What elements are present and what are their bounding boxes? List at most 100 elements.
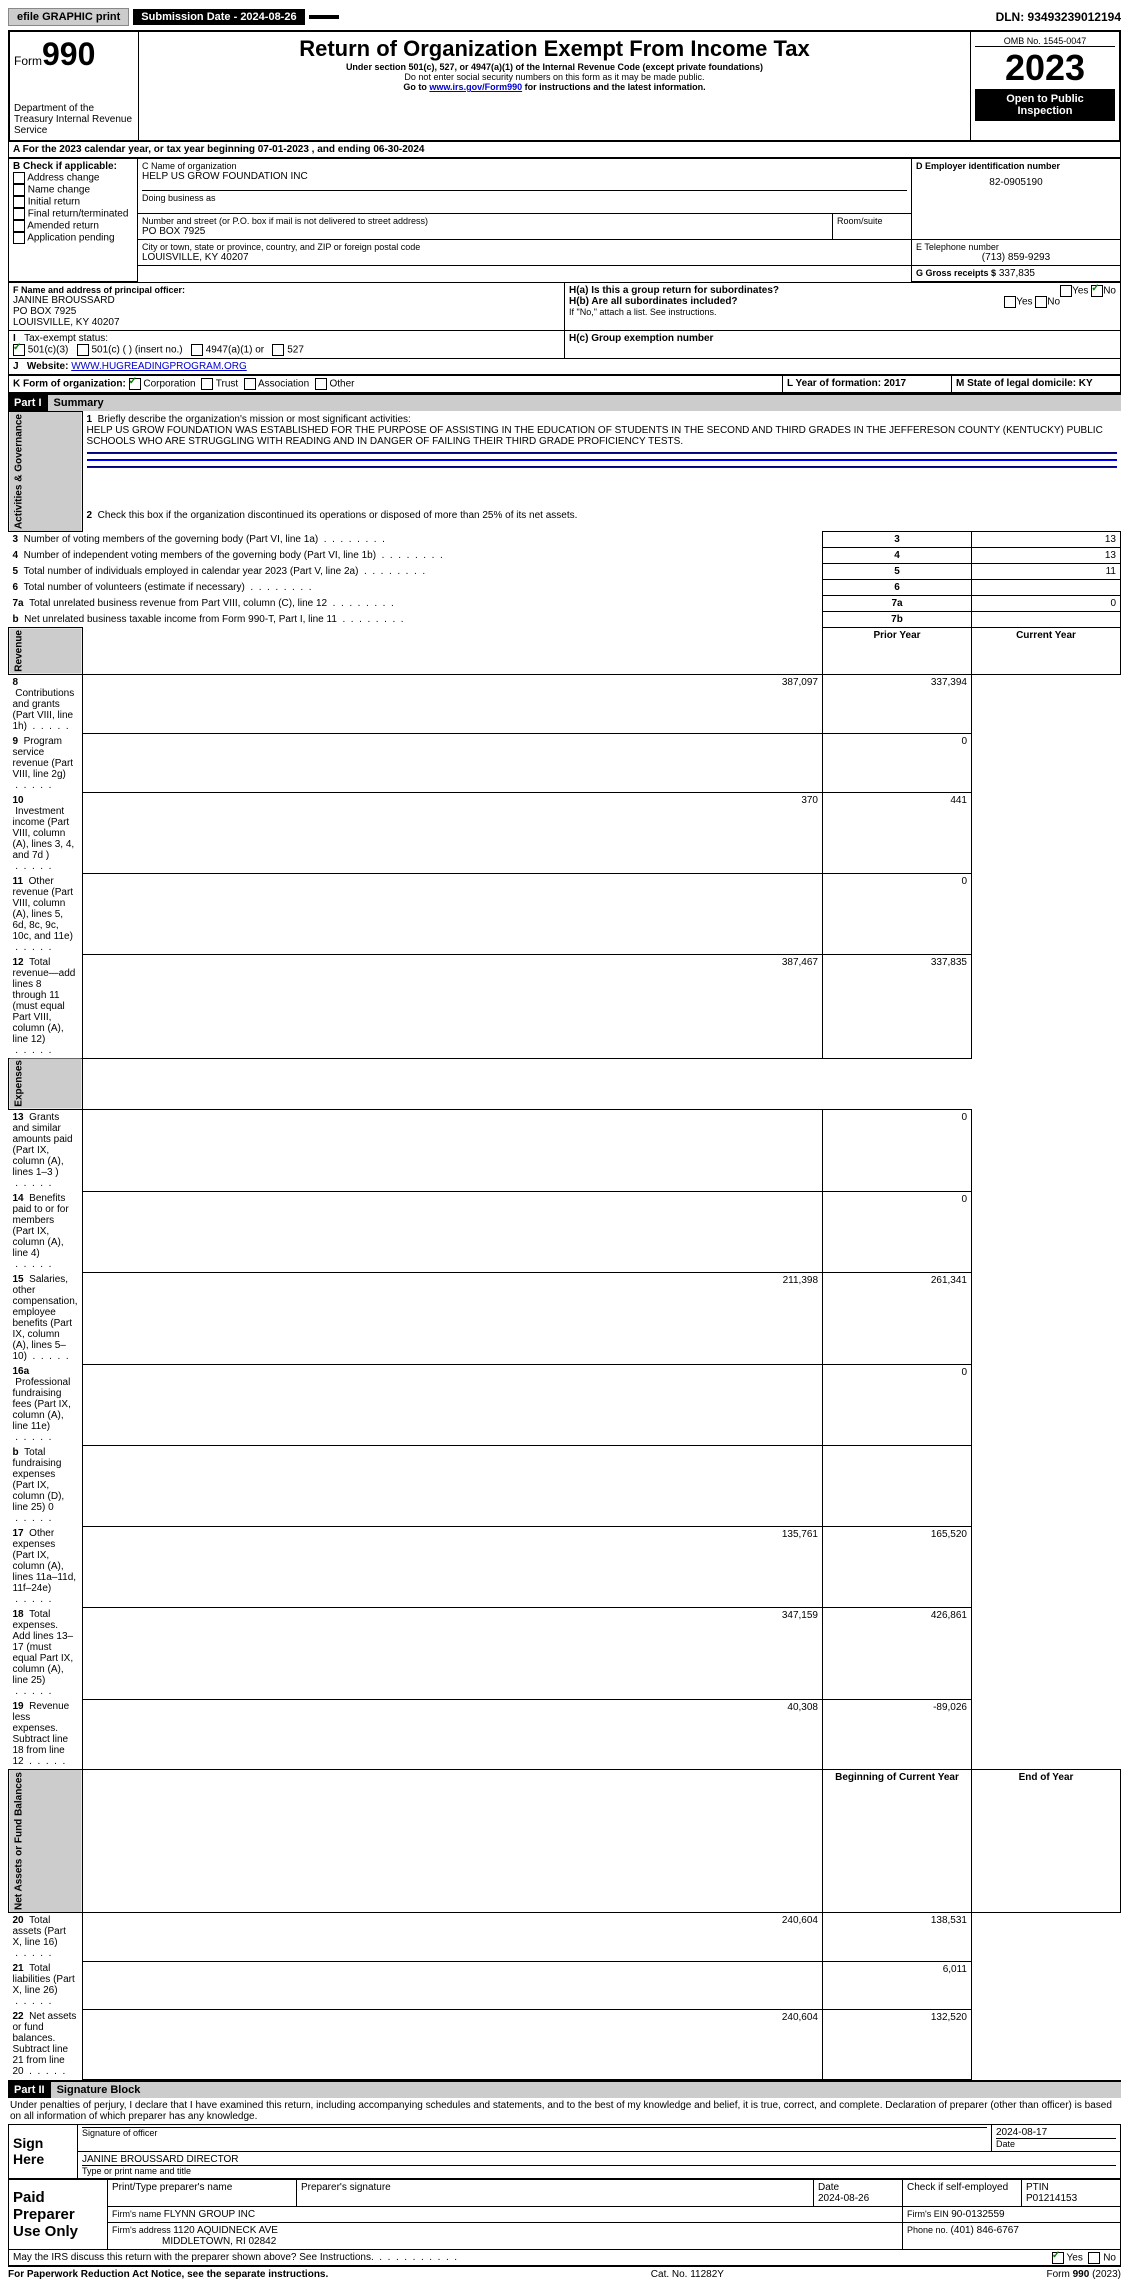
officer-addr2: LOUISVILLE, KY 40207	[13, 317, 560, 328]
part1-bar: Part I	[8, 395, 48, 411]
b-option-checkbox[interactable]	[13, 208, 25, 220]
prep-date: 2024-08-26	[818, 2193, 869, 2204]
sig-officer-label: Signature of officer	[82, 2127, 987, 2138]
i-527-checkbox[interactable]	[272, 344, 284, 356]
hb-yes-checkbox[interactable]	[1004, 296, 1016, 308]
dln-label: DLN: 93493239012194	[996, 10, 1121, 24]
vert-expenses: Expenses	[9, 1058, 83, 1110]
blank-button[interactable]	[309, 15, 339, 19]
summary-row: 22 Net assets or fund balances. Subtract…	[9, 2009, 1121, 2079]
hdr-begin-year: Beginning of Current Year	[823, 1770, 972, 1913]
efile-print-button[interactable]: efile GRAPHIC print	[8, 8, 129, 26]
summary-row: 3 Number of voting members of the govern…	[9, 532, 1121, 548]
summary-row: 6 Total number of volunteers (estimate i…	[9, 580, 1121, 596]
subtitle3: Go to www.irs.gov/Form990 for instructio…	[143, 82, 966, 92]
f-officer-label: F Name and address of principal officer:	[13, 285, 560, 295]
perjury-text: Under penalties of perjury, I declare th…	[8, 2098, 1121, 2124]
top-toolbar: efile GRAPHIC print Submission Date - 20…	[8, 8, 1121, 26]
k-corp-checkbox[interactable]	[129, 378, 141, 390]
tax-year: 2023	[975, 47, 1115, 89]
dba-label: Doing business as	[142, 190, 907, 203]
c-name-label: C Name of organization	[142, 161, 907, 171]
sig-date: 2024-08-17	[996, 2127, 1116, 2138]
prep-sig-label: Preparer's signature	[297, 2179, 814, 2206]
vert-netassets: Net Assets or Fund Balances	[9, 1770, 83, 1913]
form-title: Return of Organization Exempt From Incom…	[143, 36, 966, 62]
ha-yes-checkbox[interactable]	[1060, 285, 1072, 297]
omb-number: OMB No. 1545-0047	[975, 36, 1115, 47]
check-self-employed: Check if self-employed	[903, 2179, 1022, 2206]
i-501c-checkbox[interactable]	[77, 344, 89, 356]
form-number: 990	[42, 36, 95, 72]
b-option-checkbox[interactable]	[13, 184, 25, 196]
i-4947-checkbox[interactable]	[191, 344, 203, 356]
irs-link[interactable]: www.irs.gov/Form990	[429, 82, 522, 92]
i-501c3-checkbox[interactable]	[13, 344, 25, 356]
subtitle1: Under section 501(c), 527, or 4947(a)(1)…	[143, 62, 966, 72]
summary-row: 9 Program service revenue (Part VIII, li…	[9, 734, 1121, 793]
b-option-checkbox[interactable]	[13, 232, 25, 244]
prep-name-label: Print/Type preparer's name	[108, 2179, 297, 2206]
officer-name: JANINE BROUSSARD	[13, 295, 560, 306]
b-option-checkbox[interactable]	[13, 172, 25, 184]
part2-header: Part II Signature Block	[8, 2080, 1121, 2098]
hdr-prior-year: Prior Year	[823, 628, 972, 675]
h-a: H(a) Is this a group return for subordin…	[569, 285, 1116, 296]
b-option-checkbox[interactable]	[13, 220, 25, 232]
vert-governance: Activities & Governance	[9, 412, 83, 532]
room-label: Room/suite	[837, 216, 907, 226]
m-state: M State of legal domicile: KY	[956, 378, 1093, 389]
h-b: H(b) Are all subordinates included? Yes …	[569, 296, 1116, 307]
ptin-label: PTIN	[1026, 2182, 1049, 2193]
form-header: Form990 Department of the Treasury Inter…	[8, 30, 1121, 142]
firm-addr2: MIDDLETOWN, RI 02842	[162, 2236, 276, 2247]
firm-name: FLYNN GROUP INC	[164, 2209, 255, 2220]
header-info-table: B Check if applicable: Address change Na…	[8, 158, 1121, 282]
firm-phone: (401) 846-6767	[951, 2225, 1019, 2236]
summary-row: 4 Number of independent voting members o…	[9, 548, 1121, 564]
submission-date-button[interactable]: Submission Date - 2024-08-26	[133, 9, 304, 25]
hb-no-checkbox[interactable]	[1035, 296, 1047, 308]
form-label: Form	[14, 54, 42, 68]
q2-text: Check this box if the organization disco…	[98, 510, 578, 521]
signature-table: Sign Here Signature of officer 2024-08-1…	[8, 2124, 1121, 2179]
sign-here-label: Sign Here	[9, 2124, 78, 2178]
date-label: Date	[996, 2138, 1116, 2149]
h-b-note: If "No," attach a list. See instructions…	[569, 307, 1116, 317]
summary-row: b Total fundraising expenses (Part IX, c…	[9, 1445, 1121, 1526]
phone-value: (713) 859-9293	[916, 252, 1116, 263]
website-link[interactable]: WWW.HUGREADINGPROGRAM.ORG	[71, 361, 247, 372]
discuss-row: May the IRS discuss this return with the…	[8, 2250, 1121, 2266]
part1-header: Part I Summary	[8, 393, 1121, 411]
ein-value: 82-0905190	[916, 177, 1116, 188]
k-label: K Form of organization:	[13, 379, 126, 390]
summary-row: 12 Total revenue—add lines 8 through 11 …	[9, 955, 1121, 1059]
summary-row: 18 Total expenses. Add lines 13–17 (must…	[9, 1607, 1121, 1699]
firm-addr1: 1120 AQUIDNECK AVE	[173, 2225, 278, 2236]
part1-table: Activities & Governance 1 Briefly descri…	[8, 411, 1121, 2080]
ha-no-checkbox[interactable]	[1091, 285, 1103, 297]
summary-row: 8 Contributions and grants (Part VIII, l…	[9, 674, 1121, 734]
part2-bar: Part II	[8, 2082, 51, 2098]
k-assoc-checkbox[interactable]	[244, 378, 256, 390]
summary-row: 5 Total number of individuals employed i…	[9, 564, 1121, 580]
e-phone-label: E Telephone number	[916, 242, 1116, 252]
summary-row: 13 Grants and similar amounts paid (Part…	[9, 1110, 1121, 1192]
summary-row: 11 Other revenue (Part VIII, column (A),…	[9, 874, 1121, 955]
org-name: HELP US GROW FOUNDATION INC	[142, 171, 907, 182]
discuss-no-checkbox[interactable]	[1088, 2252, 1100, 2264]
open-public-badge: Open to Public Inspection	[975, 89, 1115, 121]
gross-receipts: 337,835	[999, 268, 1035, 279]
summary-row: 16a Professional fundraising fees (Part …	[9, 1364, 1121, 1445]
page-footer: For Paperwork Reduction Act Notice, see …	[8, 2266, 1121, 2280]
k-trust-checkbox[interactable]	[201, 378, 213, 390]
b-option-checkbox[interactable]	[13, 196, 25, 208]
j-website-label: Website:	[27, 361, 71, 372]
discuss-yes-checkbox[interactable]	[1052, 2252, 1064, 2264]
officer-addr1: PO BOX 7925	[13, 306, 560, 317]
h-c: H(c) Group exemption number	[569, 333, 713, 344]
hdr-end-year: End of Year	[972, 1770, 1121, 1913]
k-other-checkbox[interactable]	[315, 378, 327, 390]
summary-row: 15 Salaries, other compensation, employe…	[9, 1272, 1121, 1364]
summary-row: 21 Total liabilities (Part X, line 26) .…	[9, 1961, 1121, 2009]
